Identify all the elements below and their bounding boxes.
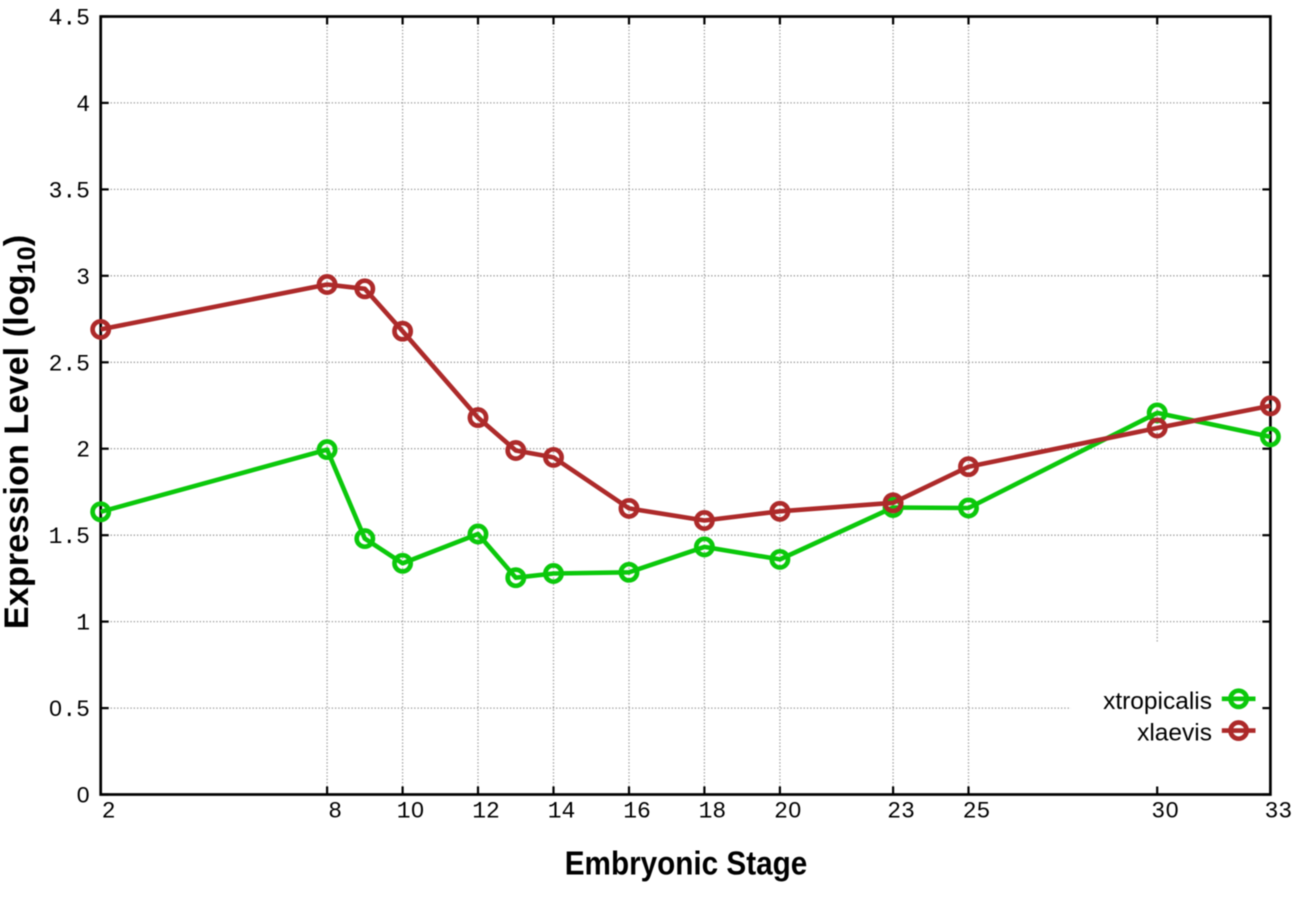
svg-text:23: 23 xyxy=(887,799,915,825)
svg-text:30: 30 xyxy=(1151,799,1179,825)
svg-text:25: 25 xyxy=(963,799,991,825)
svg-text:20: 20 xyxy=(774,799,802,825)
svg-text:16: 16 xyxy=(623,799,651,825)
svg-text:xtropicalis: xtropicalis xyxy=(1103,688,1212,715)
svg-text:18: 18 xyxy=(699,799,727,825)
svg-text:3: 3 xyxy=(76,265,90,291)
svg-text:10: 10 xyxy=(397,799,425,825)
svg-text:2: 2 xyxy=(102,799,116,825)
svg-text:Expression Level (log10): Expression Level (log10) xyxy=(0,235,41,629)
svg-text:2.5: 2.5 xyxy=(49,351,90,377)
svg-text:12: 12 xyxy=(472,799,500,825)
svg-text:xlaevis: xlaevis xyxy=(1137,720,1212,747)
svg-text:1: 1 xyxy=(76,611,90,637)
svg-text:4.5: 4.5 xyxy=(49,6,90,32)
svg-text:14: 14 xyxy=(548,799,576,825)
svg-text:3.5: 3.5 xyxy=(49,178,90,204)
svg-text:33: 33 xyxy=(1265,799,1293,825)
svg-text:Embryonic Stage: Embryonic Stage xyxy=(565,845,807,882)
svg-text:8: 8 xyxy=(328,799,342,825)
svg-text:4: 4 xyxy=(76,92,90,118)
svg-text:1.5: 1.5 xyxy=(49,524,90,550)
svg-text:2: 2 xyxy=(76,438,90,464)
